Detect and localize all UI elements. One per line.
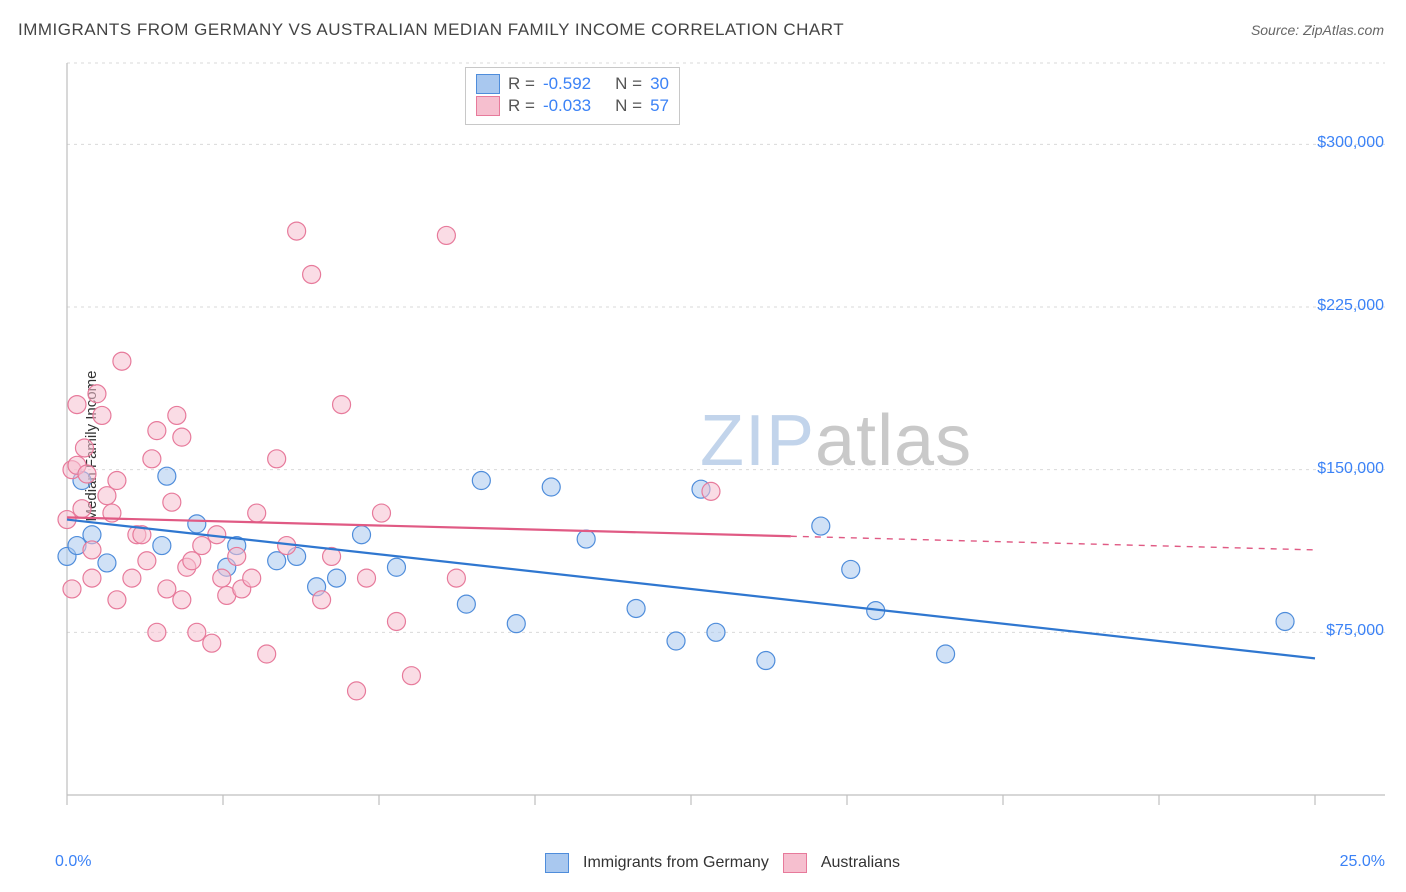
y-tick-label: $150,000: [1317, 460, 1384, 478]
r-value: -0.592: [543, 74, 591, 94]
x-axis-min-label: 0.0%: [55, 853, 91, 871]
n-label: N =: [615, 74, 642, 94]
legend-label: Immigrants from Germany: [583, 854, 769, 872]
r-value: -0.033: [543, 96, 591, 116]
n-value: 57: [650, 96, 669, 116]
chart-title: IMMIGRANTS FROM GERMANY VS AUSTRALIAN ME…: [18, 20, 844, 40]
legend-swatch: [783, 853, 807, 873]
legend-label: Australians: [821, 854, 900, 872]
chart-container: IMMIGRANTS FROM GERMANY VS AUSTRALIAN ME…: [0, 0, 1406, 892]
y-tick-label: $300,000: [1317, 134, 1384, 152]
stats-row: R = -0.592 N = 30: [476, 74, 669, 94]
n-value: 30: [650, 74, 669, 94]
r-label: R =: [508, 96, 535, 116]
legend-swatch: [476, 74, 500, 94]
n-label: N =: [615, 96, 642, 116]
scatter-plot: [55, 55, 1385, 825]
x-axis-max-label: 25.0%: [1340, 853, 1385, 871]
y-tick-label: $75,000: [1326, 622, 1384, 640]
legend-swatch: [476, 96, 500, 116]
series-legend: Immigrants from Germany Australians: [545, 853, 900, 873]
r-label: R =: [508, 74, 535, 94]
legend-swatch: [545, 853, 569, 873]
source-attribution: Source: ZipAtlas.com: [1251, 22, 1384, 38]
stats-row: R = -0.033 N = 57: [476, 96, 669, 116]
y-tick-label: $225,000: [1317, 297, 1384, 315]
correlation-stats-legend: R = -0.592 N = 30 R = -0.033 N = 57: [465, 67, 680, 125]
